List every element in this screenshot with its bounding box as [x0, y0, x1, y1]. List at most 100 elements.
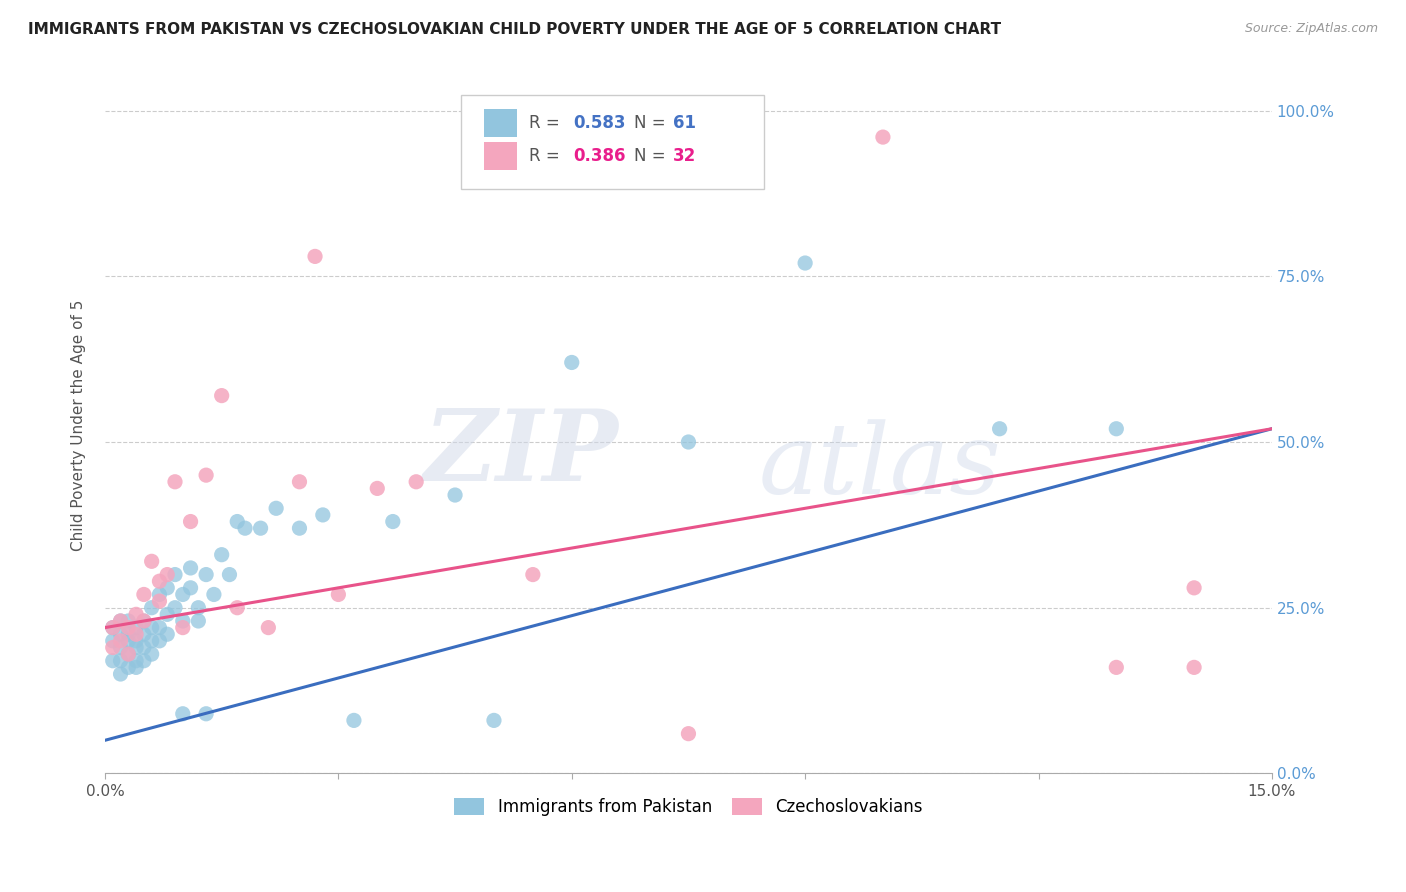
Point — [148, 621, 170, 635]
Point — [187, 614, 209, 628]
Point — [195, 567, 218, 582]
Point — [148, 633, 170, 648]
FancyBboxPatch shape — [484, 109, 517, 136]
Point — [288, 521, 311, 535]
Text: atlas: atlas — [758, 419, 1001, 515]
Legend: Immigrants from Pakistan, Czechoslovakians: Immigrants from Pakistan, Czechoslovakia… — [446, 789, 931, 824]
Point — [249, 521, 271, 535]
Point — [288, 475, 311, 489]
Point — [233, 521, 256, 535]
Point — [444, 488, 467, 502]
Point — [226, 515, 249, 529]
Point — [264, 501, 287, 516]
Point — [366, 482, 388, 496]
Point — [156, 581, 179, 595]
Point — [343, 714, 366, 728]
Point — [172, 621, 194, 635]
Point — [132, 614, 155, 628]
Point — [132, 654, 155, 668]
Point — [211, 548, 233, 562]
Text: 32: 32 — [673, 147, 696, 165]
Point — [125, 621, 148, 635]
Point — [117, 621, 139, 635]
Point — [794, 256, 817, 270]
Point — [117, 660, 139, 674]
Point — [195, 706, 218, 721]
Point — [988, 422, 1011, 436]
Point — [125, 654, 148, 668]
FancyBboxPatch shape — [484, 142, 517, 170]
Point — [328, 587, 350, 601]
Point — [132, 587, 155, 601]
Point — [218, 567, 240, 582]
Point — [101, 621, 124, 635]
Point — [1105, 660, 1128, 674]
Point — [125, 627, 148, 641]
Text: R =: R = — [529, 113, 565, 132]
Point — [141, 633, 163, 648]
Text: N =: N = — [634, 147, 671, 165]
Point — [156, 567, 179, 582]
Point — [522, 567, 544, 582]
Point — [148, 587, 170, 601]
Point — [195, 468, 218, 483]
Point — [125, 607, 148, 622]
Point — [1182, 660, 1205, 674]
Text: IMMIGRANTS FROM PAKISTAN VS CZECHOSLOVAKIAN CHILD POVERTY UNDER THE AGE OF 5 COR: IMMIGRANTS FROM PAKISTAN VS CZECHOSLOVAK… — [28, 22, 1001, 37]
Point — [678, 435, 700, 450]
Point — [148, 594, 170, 608]
FancyBboxPatch shape — [461, 95, 765, 189]
Point — [141, 600, 163, 615]
Point — [226, 600, 249, 615]
Point — [117, 647, 139, 661]
Point — [117, 633, 139, 648]
Point — [110, 640, 132, 655]
Point — [304, 249, 326, 263]
Point — [125, 640, 148, 655]
Y-axis label: Child Poverty Under the Age of 5: Child Poverty Under the Age of 5 — [72, 300, 86, 551]
Point — [482, 714, 505, 728]
Text: Source: ZipAtlas.com: Source: ZipAtlas.com — [1244, 22, 1378, 36]
Point — [132, 627, 155, 641]
Point — [163, 600, 186, 615]
Point — [257, 621, 280, 635]
Point — [141, 554, 163, 568]
Point — [163, 475, 186, 489]
Text: 0.583: 0.583 — [572, 113, 626, 132]
Point — [202, 587, 225, 601]
Point — [172, 587, 194, 601]
Point — [405, 475, 427, 489]
Point — [172, 706, 194, 721]
Text: N =: N = — [634, 113, 671, 132]
Text: 0.386: 0.386 — [572, 147, 626, 165]
Point — [141, 647, 163, 661]
Point — [117, 627, 139, 641]
Point — [101, 621, 124, 635]
Point — [101, 654, 124, 668]
Point — [132, 640, 155, 655]
Point — [117, 614, 139, 628]
Point — [211, 389, 233, 403]
Point — [110, 654, 132, 668]
Point — [163, 567, 186, 582]
Point — [141, 621, 163, 635]
Point — [1182, 581, 1205, 595]
Text: 61: 61 — [673, 113, 696, 132]
Point — [132, 614, 155, 628]
Point — [110, 633, 132, 648]
Point — [187, 600, 209, 615]
Point — [110, 614, 132, 628]
Point — [148, 574, 170, 589]
Point — [381, 515, 404, 529]
Point — [1105, 422, 1128, 436]
Point — [110, 667, 132, 681]
Text: R =: R = — [529, 147, 565, 165]
Point — [101, 633, 124, 648]
Point — [117, 647, 139, 661]
Point — [180, 515, 202, 529]
Point — [172, 614, 194, 628]
Point — [312, 508, 335, 522]
Point — [678, 726, 700, 740]
Point — [110, 627, 132, 641]
Point — [156, 627, 179, 641]
